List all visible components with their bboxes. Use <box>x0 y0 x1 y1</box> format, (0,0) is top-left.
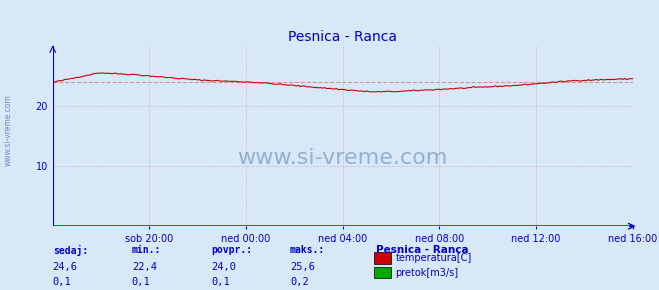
Title: Pesnica - Ranca: Pesnica - Ranca <box>288 30 397 44</box>
Text: 0,2: 0,2 <box>290 277 308 287</box>
Text: min.:: min.: <box>132 245 161 255</box>
Text: 0,1: 0,1 <box>211 277 229 287</box>
Text: 0,1: 0,1 <box>53 277 71 287</box>
Text: temperatura[C]: temperatura[C] <box>395 253 472 263</box>
Text: Pesnica - Ranca: Pesnica - Ranca <box>376 245 469 255</box>
Text: maks.:: maks.: <box>290 245 325 255</box>
Text: 0,1: 0,1 <box>132 277 150 287</box>
Text: povpr.:: povpr.: <box>211 245 252 255</box>
Text: 25,6: 25,6 <box>290 262 315 272</box>
Text: sedaj:: sedaj: <box>53 245 88 256</box>
Text: 24,0: 24,0 <box>211 262 236 272</box>
Text: www.si-vreme.com: www.si-vreme.com <box>237 148 448 168</box>
Text: 24,6: 24,6 <box>53 262 78 272</box>
Text: 22,4: 22,4 <box>132 262 157 272</box>
Text: pretok[m3/s]: pretok[m3/s] <box>395 268 459 278</box>
Text: www.si-vreme.com: www.si-vreme.com <box>3 95 13 166</box>
